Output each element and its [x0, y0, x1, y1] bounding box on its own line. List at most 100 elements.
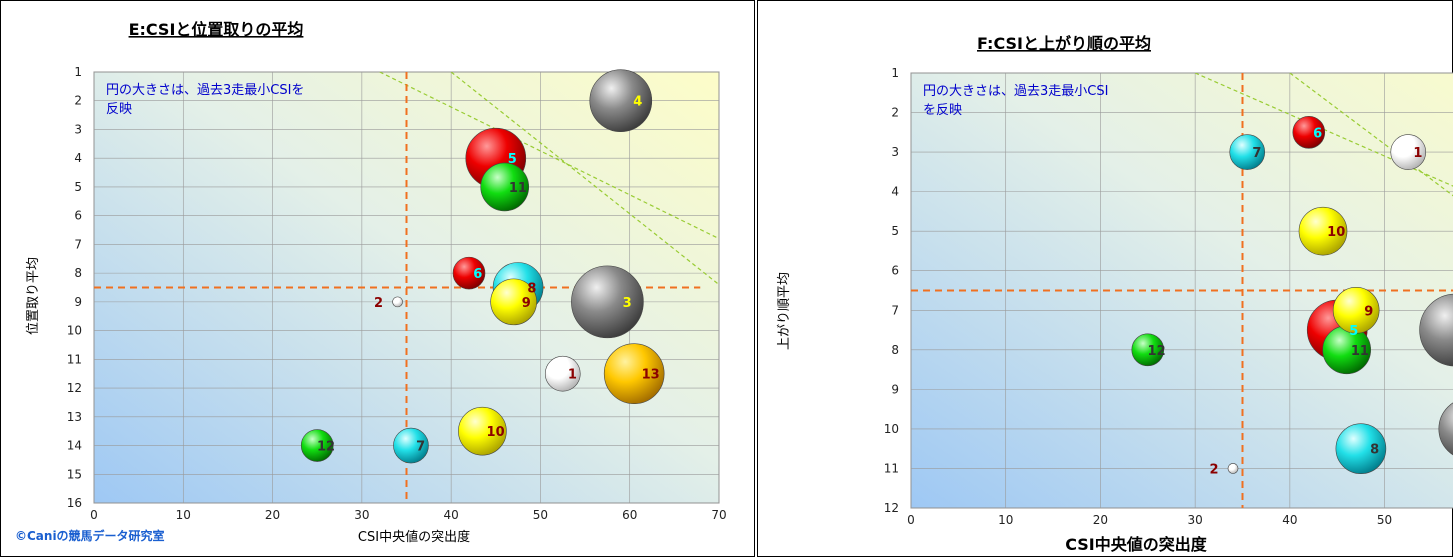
y-tick-label: 2 — [74, 94, 82, 108]
bubble-label-12: 12 — [317, 440, 335, 455]
bubble-4 — [1438, 402, 1453, 456]
bubble-9 — [1332, 286, 1380, 334]
y-tick-label: 15 — [67, 467, 82, 481]
y-tick-label: 9 — [891, 382, 899, 396]
diagonal-reference-line — [1194, 73, 1453, 187]
x-tick-label: 20 — [265, 508, 280, 522]
y-tick-label: 1 — [74, 65, 82, 79]
y-tick-label: 1 — [891, 66, 899, 80]
bubble-label-6: 6 — [1313, 126, 1322, 141]
y-tick-label: 13 — [67, 410, 82, 424]
y-tick-label: 2 — [891, 106, 899, 120]
x-tick-label: 30 — [354, 508, 369, 522]
bubble-7 — [393, 427, 429, 464]
y-tick-label: 10 — [884, 422, 899, 436]
y-tick-label: 10 — [67, 324, 82, 338]
chart-note: 円の大きさは、過去3走最小CSIを — [106, 83, 304, 98]
bubble-label-1: 1 — [568, 368, 577, 383]
bubble-2 — [392, 296, 403, 308]
bubble-9 — [490, 278, 537, 326]
x-tick-label: 40 — [1282, 513, 1297, 527]
bubble-6 — [1292, 116, 1326, 149]
y-tick-label: 5 — [74, 180, 82, 194]
chart-f-xlabel: CSI中央値の突出度 — [1065, 535, 1208, 554]
bubble-label-1: 1 — [1413, 146, 1422, 161]
y-tick-label: 3 — [74, 122, 82, 136]
bubble-3 — [1419, 293, 1453, 367]
diagonal-reference-line — [450, 72, 719, 286]
bubble-label-7: 7 — [416, 440, 425, 455]
y-tick-label: 12 — [884, 501, 899, 515]
bubble-13 — [603, 343, 665, 405]
x-tick-label: 60 — [622, 508, 637, 522]
chart-panel-f: F:CSIと上がり順の平均 CSI中央値の突出度 上がり順平均 0 10 20 30 4… — [757, 0, 1453, 557]
y-tick-label: 4 — [74, 151, 82, 165]
x-tick-label: 40 — [444, 508, 459, 522]
bubble-label-5: 5 — [508, 152, 517, 167]
bubble-1 — [544, 355, 581, 392]
x-tick-label: 70 — [711, 508, 726, 522]
bubble-label-10: 10 — [487, 425, 505, 440]
y-tick-label: 9 — [74, 295, 82, 309]
bubble-1 — [1390, 134, 1427, 170]
y-tick-label: 14 — [67, 439, 82, 453]
y-tick-label: 6 — [74, 209, 82, 223]
x-tick-label: 30 — [1188, 513, 1203, 527]
x-tick-label: 50 — [533, 508, 548, 522]
bubble-8 — [1335, 423, 1387, 474]
copyright-text: ©Caniの競馬データ研究室 — [15, 528, 165, 543]
bubble-label-2: 2 — [1210, 462, 1219, 477]
y-tick-label: 16 — [67, 496, 82, 510]
chart-panel-e: E:CSIと位置取りの平均 CSI中央値の突出度 位置取り平均 ©Caniの競馬… — [0, 0, 755, 557]
bubble-7 — [1229, 134, 1266, 170]
chart-e-svg: E:CSIと位置取りの平均 CSI中央値の突出度 位置取り平均 ©Caniの競馬… — [15, 20, 727, 545]
chart-note: を反映 — [923, 103, 962, 118]
x-tick-label: 0 — [907, 513, 915, 527]
x-tick-label: 50 — [1377, 513, 1392, 527]
bubble-label-6: 6 — [473, 267, 482, 282]
diagonal-reference-line — [1289, 73, 1453, 197]
bubble-10 — [458, 406, 507, 456]
x-tick-label: 0 — [90, 508, 98, 522]
x-tick-label: 10 — [176, 508, 191, 522]
bubble-12 — [300, 429, 334, 462]
chart-f-ylabel: 上がり順平均 — [777, 272, 792, 350]
bubble-label-12: 12 — [1148, 344, 1166, 359]
chart-e-ylabel: 位置取り平均 — [26, 257, 41, 335]
x-tick-label: 20 — [1093, 513, 1108, 527]
y-tick-label: 3 — [891, 145, 899, 159]
chart-note: 円の大きさは、過去3走最小CSI — [923, 84, 1108, 99]
bubble-4 — [589, 69, 653, 133]
chart-f-title: F:CSIと上がり順の平均 — [977, 34, 1151, 53]
chart-e-title: E:CSIと位置取りの平均 — [129, 20, 304, 39]
bubble-label-4: 4 — [633, 95, 642, 110]
bubble-6 — [452, 256, 486, 290]
y-tick-label: 4 — [891, 185, 899, 199]
bubble-label-9: 9 — [522, 296, 531, 311]
bubble-10 — [1298, 206, 1348, 256]
chart-e-xlabel: CSI中央値の突出度 — [358, 529, 470, 545]
bubble-3 — [571, 265, 644, 339]
bubble-label-3: 3 — [623, 296, 632, 311]
chart-f-svg: F:CSIと上がり順の平均 CSI中央値の突出度 上がり順平均 0 10 20 30 4… — [777, 34, 1453, 554]
y-tick-label: 11 — [67, 352, 82, 366]
bubble-label-2: 2 — [374, 296, 383, 311]
y-tick-label: 11 — [884, 461, 899, 475]
y-tick-label: 6 — [891, 264, 899, 278]
bubble-label-13: 13 — [642, 368, 660, 383]
bubble-label-11: 11 — [509, 181, 527, 196]
y-tick-label: 8 — [74, 266, 82, 280]
y-tick-label: 7 — [74, 237, 82, 251]
bubble-label-10: 10 — [1327, 225, 1345, 240]
bubble-label-11: 11 — [1351, 344, 1369, 359]
bubble-label-8: 8 — [1370, 443, 1379, 458]
chart-note: 反映 — [106, 102, 132, 117]
bubble-label-9: 9 — [1364, 304, 1373, 319]
bubble-label-7: 7 — [1252, 146, 1261, 161]
bubble-11 — [480, 162, 530, 212]
y-tick-label: 8 — [891, 343, 899, 357]
bubble-label-5: 5 — [1349, 324, 1358, 339]
y-tick-label: 12 — [67, 381, 82, 395]
bubble-2 — [1227, 463, 1239, 474]
x-tick-label: 10 — [998, 513, 1013, 527]
